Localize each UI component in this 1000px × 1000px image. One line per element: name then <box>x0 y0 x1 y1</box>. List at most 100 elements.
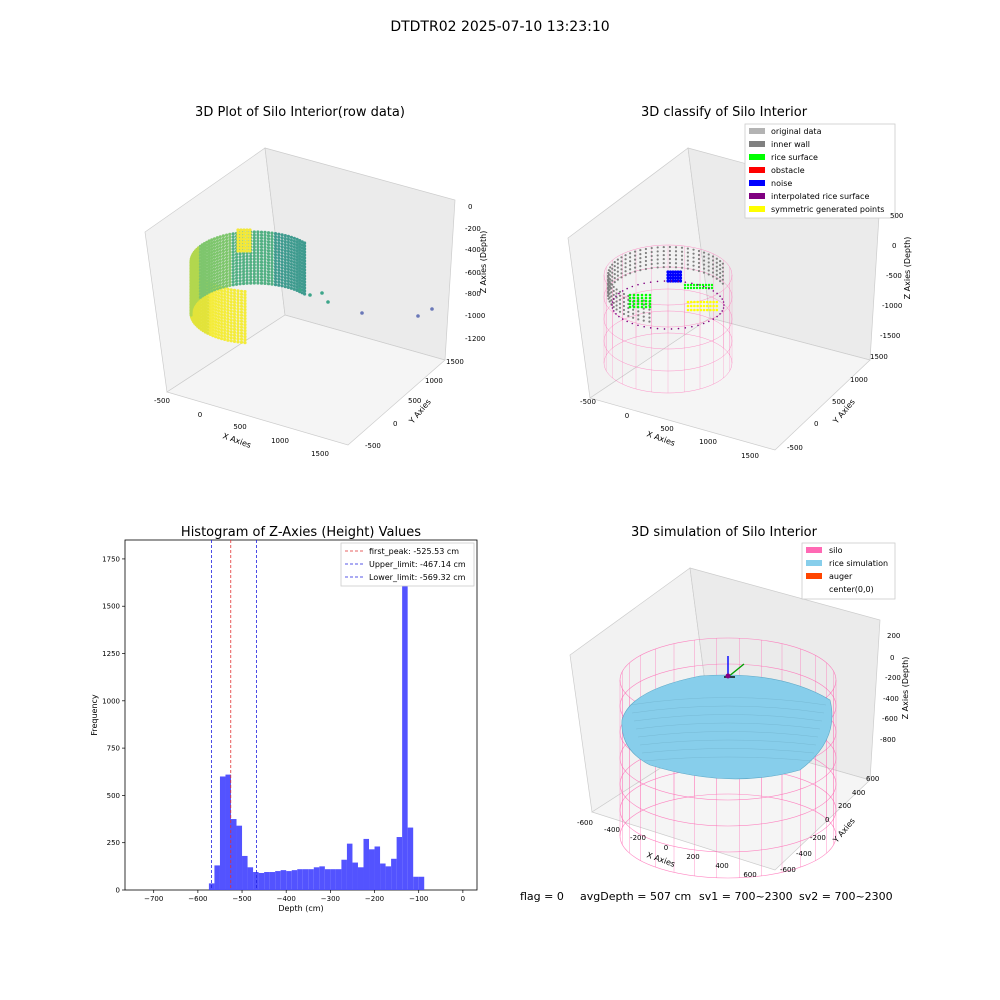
p2-xtick: 0 <box>625 412 629 420</box>
figure-suptitle: DTDTR02 2025-07-10 13:23:10 <box>390 19 609 35</box>
p2-ytick: 0 <box>814 420 818 428</box>
p4-xlabel: X Axies <box>645 850 676 869</box>
p1-xlabel: X Axies <box>221 431 252 450</box>
p2-zlabel: Z Axies (Depth) <box>903 237 912 300</box>
histogram-bar <box>407 827 414 890</box>
histogram-bars <box>208 557 425 890</box>
panel2-legend-entry: symmetric generated points <box>771 205 884 214</box>
histogram-bar <box>286 871 292 890</box>
p4-xtick: -400 <box>604 826 620 834</box>
panel1-point-cloud <box>189 228 434 345</box>
histogram-legend-entry: first_peak: -525.53 cm <box>369 547 459 556</box>
p2-xtick: 1500 <box>741 452 759 460</box>
p4-ztick: -600 <box>882 715 898 723</box>
p4-ztick: -400 <box>883 695 899 703</box>
footer-sv2: sv2 = 700~2300 <box>799 890 893 903</box>
histogram-bar <box>258 872 265 890</box>
p4-xtick: 200 <box>686 853 699 861</box>
p4-ztick: -200 <box>885 674 901 682</box>
histogram-bar <box>357 867 364 890</box>
panel4-title: 3D simulation of Silo Interior <box>631 525 818 540</box>
panel2-legend-entry: original data <box>771 127 822 136</box>
histogram-bar <box>275 871 281 890</box>
histogram-bar <box>346 843 353 890</box>
p1-ytick: -500 <box>365 442 381 450</box>
p2-ztick: 500 <box>890 212 903 220</box>
panel1-z-ticks: 0 -200 -400 -600 -800 -1000 -1200 <box>465 203 485 343</box>
histogram-bar <box>269 872 276 890</box>
p2-ytick: 500 <box>832 398 845 406</box>
p1-ztick: -1000 <box>465 312 485 320</box>
histogram-bar <box>297 869 303 890</box>
histogram-ytick: 1250 <box>102 650 120 658</box>
histogram-ytick: 250 <box>107 839 120 847</box>
histogram-ytick: 0 <box>116 887 120 895</box>
histogram-bar <box>264 872 270 890</box>
histogram-bar <box>242 855 248 890</box>
panel2-legend: original data inner wall rice surface obsta… <box>744 123 896 219</box>
panel2-legend-entry: noise <box>771 179 792 188</box>
footer-status: flag = 0 avgDepth = 507 cm sv1 = 700~230… <box>520 890 893 903</box>
histogram-xtick: 0 <box>461 895 465 903</box>
panel4-legend: silo rice simulation auger center(0,0) <box>801 542 896 600</box>
panel4-legend-entry: auger <box>829 572 853 581</box>
histogram-y-ticks: 0 250 500 750 1000 1250 1500 1750 <box>102 555 125 895</box>
histogram-xtick: −100 <box>409 895 428 903</box>
histogram-ytick: 750 <box>107 745 120 753</box>
histogram-bar <box>341 859 347 890</box>
p1-ztick: -600 <box>465 269 481 277</box>
histogram-ytick: 1500 <box>102 603 120 611</box>
p4-ytick: 600 <box>866 775 879 783</box>
p2-ztick: -1000 <box>882 302 902 310</box>
panel-histogram: Histogram of Z-Axies (Height) Values −70… <box>90 525 478 913</box>
histogram-bar <box>418 876 425 890</box>
p2-xtick: -500 <box>580 398 596 406</box>
histogram-bar <box>352 862 358 890</box>
footer-avg-depth: avgDepth = 507 cm <box>580 890 691 903</box>
histogram-bar <box>335 869 342 890</box>
p4-xtick: 0 <box>664 844 668 852</box>
histogram-xtick: −600 <box>188 895 207 903</box>
p2-ztick: 0 <box>892 242 896 250</box>
p4-ytick: -200 <box>810 834 826 842</box>
histogram-bar <box>396 837 403 890</box>
p2-xtick: 500 <box>660 425 673 433</box>
panel-classify: 3D classify of Silo Interior original da… <box>567 105 912 460</box>
histogram-xtick: −700 <box>144 895 163 903</box>
panel-raw-data: 3D Plot of Silo Interior(row data) -500 … <box>144 105 488 458</box>
histogram-bar <box>385 866 392 890</box>
histogram-bar <box>324 869 331 890</box>
panel1-y-ticks: -500 0 500 1000 1500 <box>365 358 464 450</box>
footer-sv1: sv1 = 700~2300 <box>699 890 793 903</box>
p1-ztick: -800 <box>465 290 481 298</box>
histogram-bar <box>391 858 397 890</box>
p4-ztick: -800 <box>880 736 896 744</box>
panel4-silo-simulation <box>619 637 837 879</box>
p4-ytick: 400 <box>852 789 865 797</box>
p2-ztick: -500 <box>886 272 902 280</box>
histogram-bar <box>214 865 220 890</box>
histogram-bar <box>236 825 243 890</box>
panel4-y-ticks: -600 -400 -200 0 200 400 600 <box>780 775 879 874</box>
panel2-legend-entry: inner wall <box>771 140 810 149</box>
p4-ytick: 200 <box>838 802 851 810</box>
panel4-legend-entry: center(0,0) <box>829 585 874 594</box>
p1-ztick: -1200 <box>465 335 485 343</box>
panel2-title: 3D classify of Silo Interior <box>641 105 808 120</box>
panel2-legend-entry: rice surface <box>771 153 818 162</box>
histogram-reference-lines <box>211 540 257 890</box>
histogram-bar <box>380 863 386 890</box>
panel4-z-ticks: 200 0 -200 -400 -600 -800 <box>880 632 901 744</box>
p4-ytick: -400 <box>796 850 812 858</box>
histogram-bar <box>413 876 419 890</box>
histogram-bar <box>291 870 298 890</box>
histogram-xtick: −300 <box>321 895 340 903</box>
histogram-bar <box>369 849 375 890</box>
panel1-x-ticks: -500 0 500 1000 1500 <box>154 397 329 458</box>
p1-ytick: 500 <box>408 397 421 405</box>
panel1-title: 3D Plot of Silo Interior(row data) <box>195 105 405 120</box>
p4-ytick: 0 <box>825 816 829 824</box>
panel3-title: Histogram of Z-Axies (Height) Values <box>181 525 421 540</box>
histogram-bar <box>280 870 287 890</box>
histogram-ytick: 1750 <box>102 555 120 563</box>
